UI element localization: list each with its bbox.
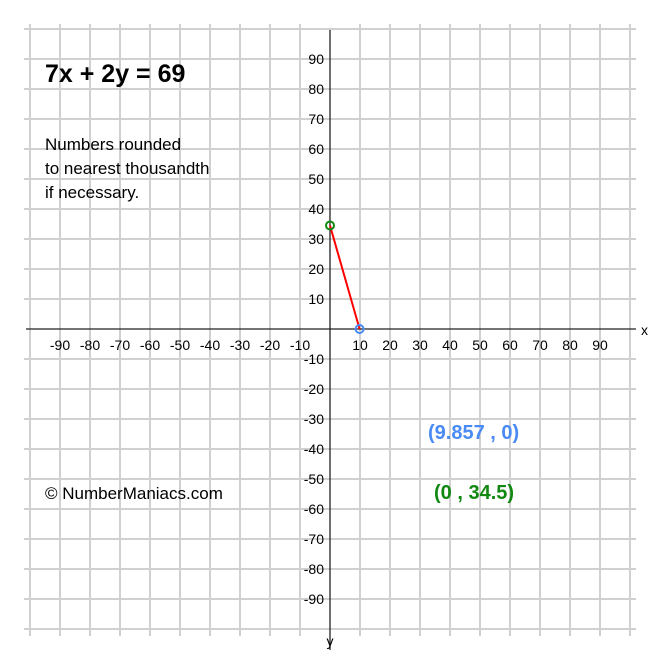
x-tick-label: 80: [562, 337, 578, 353]
y-axis-label: y: [327, 633, 334, 649]
y-tick-label: -10: [304, 351, 324, 367]
y-tick-label: 70: [308, 111, 324, 127]
equation-title: 7x + 2y = 69: [45, 60, 186, 88]
x-tick-label: -40: [200, 337, 220, 353]
x-tick-label: 90: [592, 337, 608, 353]
x-tick-label: 10: [352, 337, 368, 353]
rounding-note: Numbers rounded to nearest thousandth if…: [45, 133, 265, 205]
x-intercept-point: [354, 324, 365, 334]
x-tick-label: -30: [230, 337, 250, 353]
x-tick-label: -60: [140, 337, 160, 353]
x-tick-label: -80: [80, 337, 100, 353]
note-line: if necessary.: [45, 183, 140, 202]
x-tick-label: -50: [170, 337, 190, 353]
x-tick-label: -10: [290, 337, 310, 353]
x-tick-label: 30: [412, 337, 428, 353]
x-tick-label: -90: [50, 337, 70, 353]
note-line: Numbers rounded: [45, 135, 182, 154]
equation-line: [329, 225, 361, 330]
note-line: to nearest thousandth: [45, 159, 210, 178]
x-intercept-label: (9.857 , 0): [428, 422, 520, 444]
y-tick-label: -40: [304, 441, 324, 457]
copyright: © NumberManiacs.com: [45, 484, 223, 503]
x-axis-label: x: [641, 322, 648, 338]
y-tick-label: -90: [304, 591, 324, 607]
x-tick-label: 50: [472, 337, 488, 353]
y-tick-label: 50: [308, 171, 324, 187]
y-tick-label: -20: [304, 381, 324, 397]
y-tick-label: 10: [308, 291, 324, 307]
y-tick-label: -60: [304, 501, 324, 517]
y-tick-label: 80: [308, 81, 324, 97]
x-tick-label: -20: [260, 337, 280, 353]
y-tick-label: -80: [304, 561, 324, 577]
y-tick-label: -70: [304, 531, 324, 547]
y-intercept-point: [325, 220, 335, 231]
y-tick-label: 20: [308, 261, 324, 277]
y-tick-label: -30: [304, 411, 324, 427]
x-tick-label: 20: [382, 337, 398, 353]
x-tick-label: 40: [442, 337, 458, 353]
x-tick-label: 70: [532, 337, 548, 353]
y-tick-label: 40: [308, 201, 324, 217]
y-tick-label: -50: [304, 471, 324, 487]
y-intercept-label: (0 , 34.5): [434, 482, 515, 504]
x-tick-label: 60: [502, 337, 518, 353]
y-tick-label: 90: [308, 51, 324, 67]
y-tick-label: 60: [308, 141, 324, 157]
y-tick-label: 30: [308, 231, 324, 247]
x-tick-label: -70: [110, 337, 130, 353]
